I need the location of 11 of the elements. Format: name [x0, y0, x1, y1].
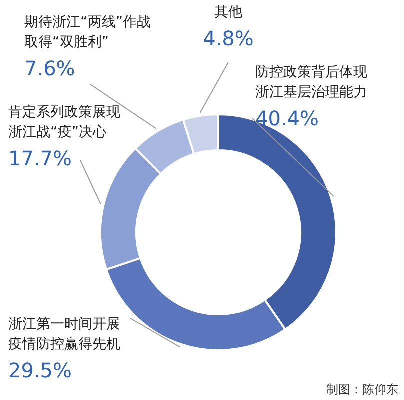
data-label: 29.5%	[8, 358, 72, 382]
text: 制图：陈仰东	[326, 382, 398, 396]
slice-label: 防控政策背后体现浙江基层治理能力	[256, 64, 368, 100]
slice-label: 浙江第一时间开展疫情防控赢得先机	[8, 316, 120, 352]
slice-label: 期待浙江“两线”作战取得“双胜利”	[24, 14, 152, 50]
data-label: 7.6%	[24, 56, 76, 80]
slice-label: 肯定系列政策展现浙江战“疫”决心	[8, 104, 120, 140]
data-label: 4.8%	[203, 26, 254, 50]
data-label: 17.7%	[8, 146, 72, 170]
data-label: 40.4%	[256, 106, 320, 130]
slice-label: 其他	[214, 4, 242, 20]
